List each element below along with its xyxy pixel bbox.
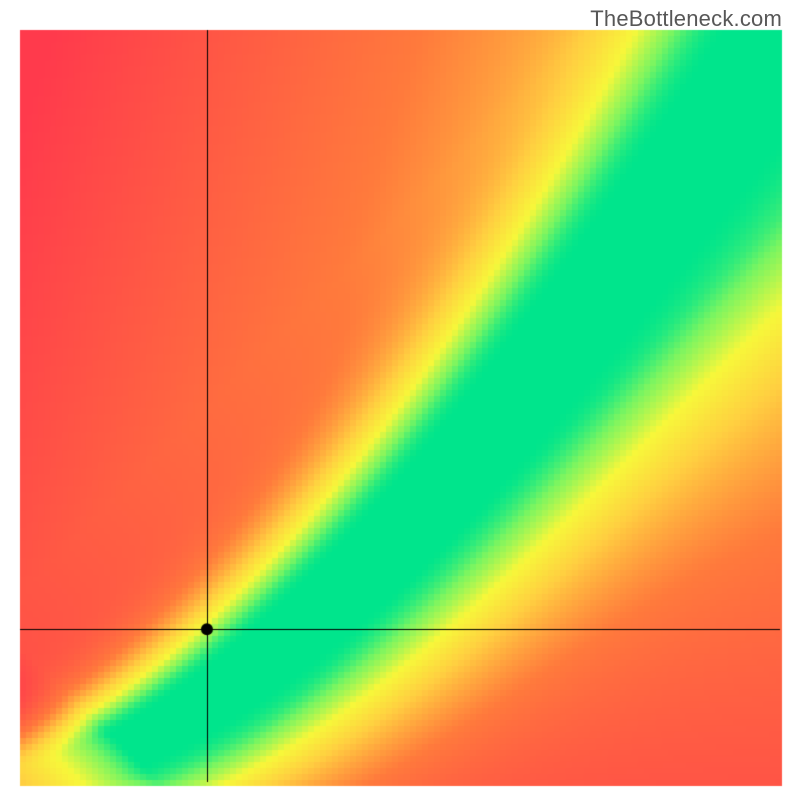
bottleneck-heatmap: [0, 0, 800, 800]
chart-container: TheBottleneck.com: [0, 0, 800, 800]
attribution-text: TheBottleneck.com: [590, 6, 782, 32]
